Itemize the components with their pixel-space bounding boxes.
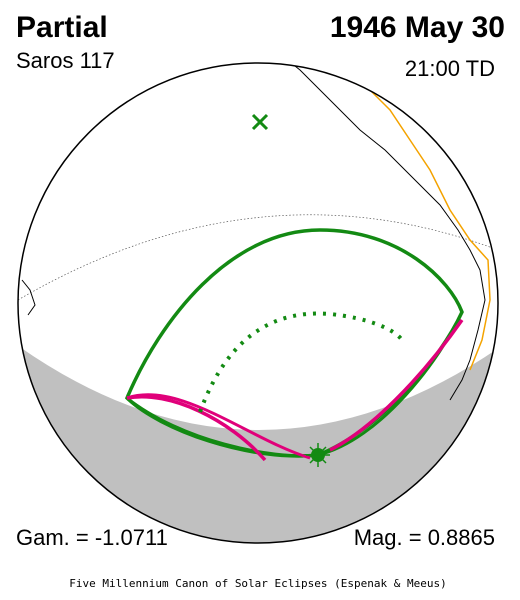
date: 1946 May 30 [330, 11, 505, 44]
coastline [289, 63, 486, 401]
credit: Five Millennium Canon of Solar Eclipses … [69, 577, 447, 590]
time: 21:00 TD [405, 56, 495, 81]
saros: Saros 117 [16, 48, 115, 73]
max-eclipse-curve [126, 393, 311, 460]
night-region [18, 340, 498, 543]
globe-outline [17, 62, 499, 544]
gamma: Gam. = -1.0711 [16, 525, 168, 550]
eclipse-type: Partial [16, 11, 108, 44]
sub-solar-point [251, 113, 269, 131]
greatest-eclipse [306, 443, 330, 467]
coastline [21, 279, 36, 316]
magnitude: Mag. = 0.8865 [354, 525, 495, 550]
globe [18, 63, 498, 543]
mid-eclipse-dots [198, 311, 404, 413]
equator [18, 214, 498, 301]
